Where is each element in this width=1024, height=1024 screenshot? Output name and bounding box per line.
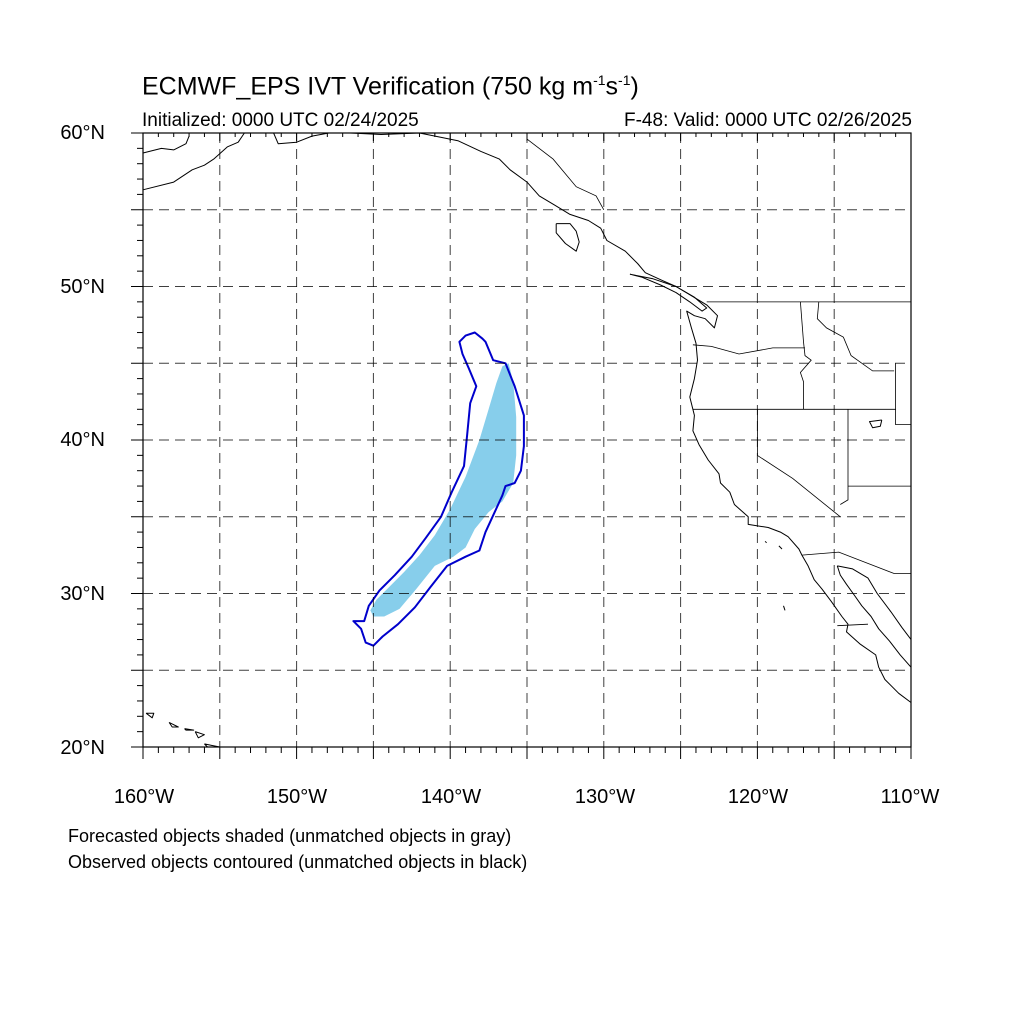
coastline-segment-8 xyxy=(145,712,155,719)
lon-label-110w: 110°W xyxy=(880,786,940,808)
observed-object-contour xyxy=(352,331,525,647)
boundary-segment-12 xyxy=(837,623,869,627)
boundary-segment-11 xyxy=(801,551,911,574)
footnote-observed: Observed objects contoured (unmatched ob… xyxy=(68,852,528,872)
chart-title: ECMWF_EPS IVT Verification (750 kg m-1s-… xyxy=(142,72,639,101)
lat-label-50n: 50°N xyxy=(60,276,105,298)
axis-ticks-layer xyxy=(131,132,912,759)
map-frame xyxy=(142,132,912,748)
coastline-segment-1 xyxy=(142,135,190,154)
coastline-segment-0 xyxy=(142,132,245,191)
lon-label-130w: 130°W xyxy=(574,786,636,808)
boundary-segment-4 xyxy=(692,344,805,355)
initialized-time-label: Initialized: 0000 UTC 02/24/2025 xyxy=(142,110,419,131)
lon-label-150w: 150°W xyxy=(266,786,328,808)
coastline-segment-9 xyxy=(168,721,179,728)
graticule-layer xyxy=(143,133,911,747)
boundary-segment-8 xyxy=(757,409,841,518)
coastline-segment-3 xyxy=(350,132,912,703)
coastline-segment-10 xyxy=(184,728,195,731)
coastline-segment-11 xyxy=(194,731,205,739)
lat-label-60n: 60°N xyxy=(60,122,105,144)
coastline-segment-7 xyxy=(629,273,708,312)
boundary-segment-3 xyxy=(799,301,812,410)
lon-label-120w: 120°W xyxy=(727,786,789,808)
coastline-segment-14 xyxy=(764,540,767,544)
lat-label-30n: 30°N xyxy=(60,583,105,605)
boundary-segment-9 xyxy=(840,409,849,505)
boundary-segment-7 xyxy=(895,363,911,425)
boundary-segment-6 xyxy=(816,301,895,372)
coastline-segment-13 xyxy=(869,419,883,429)
lat-label-20n: 20°N xyxy=(60,737,105,759)
coastline-segment-6 xyxy=(555,223,580,252)
forecast-object-shading xyxy=(370,363,517,617)
boundary-segment-1 xyxy=(526,138,605,210)
coastline-segment-5 xyxy=(837,565,912,640)
coastline-segment-4 xyxy=(836,565,912,668)
lon-label-140w: 140°W xyxy=(420,786,482,808)
ivt-objects-layer xyxy=(352,331,525,647)
lon-label-160w: 160°W xyxy=(113,786,175,808)
valid-time-label: F-48: Valid: 0000 UTC 02/26/2025 xyxy=(624,110,912,131)
coastline-segment-2 xyxy=(273,132,329,145)
lat-label-40n: 40°N xyxy=(60,429,105,451)
footnote-forecast: Forecasted objects shaded (unmatched obj… xyxy=(68,826,512,846)
coastline-segment-15 xyxy=(778,545,783,550)
coastline-segment-16 xyxy=(783,605,786,611)
